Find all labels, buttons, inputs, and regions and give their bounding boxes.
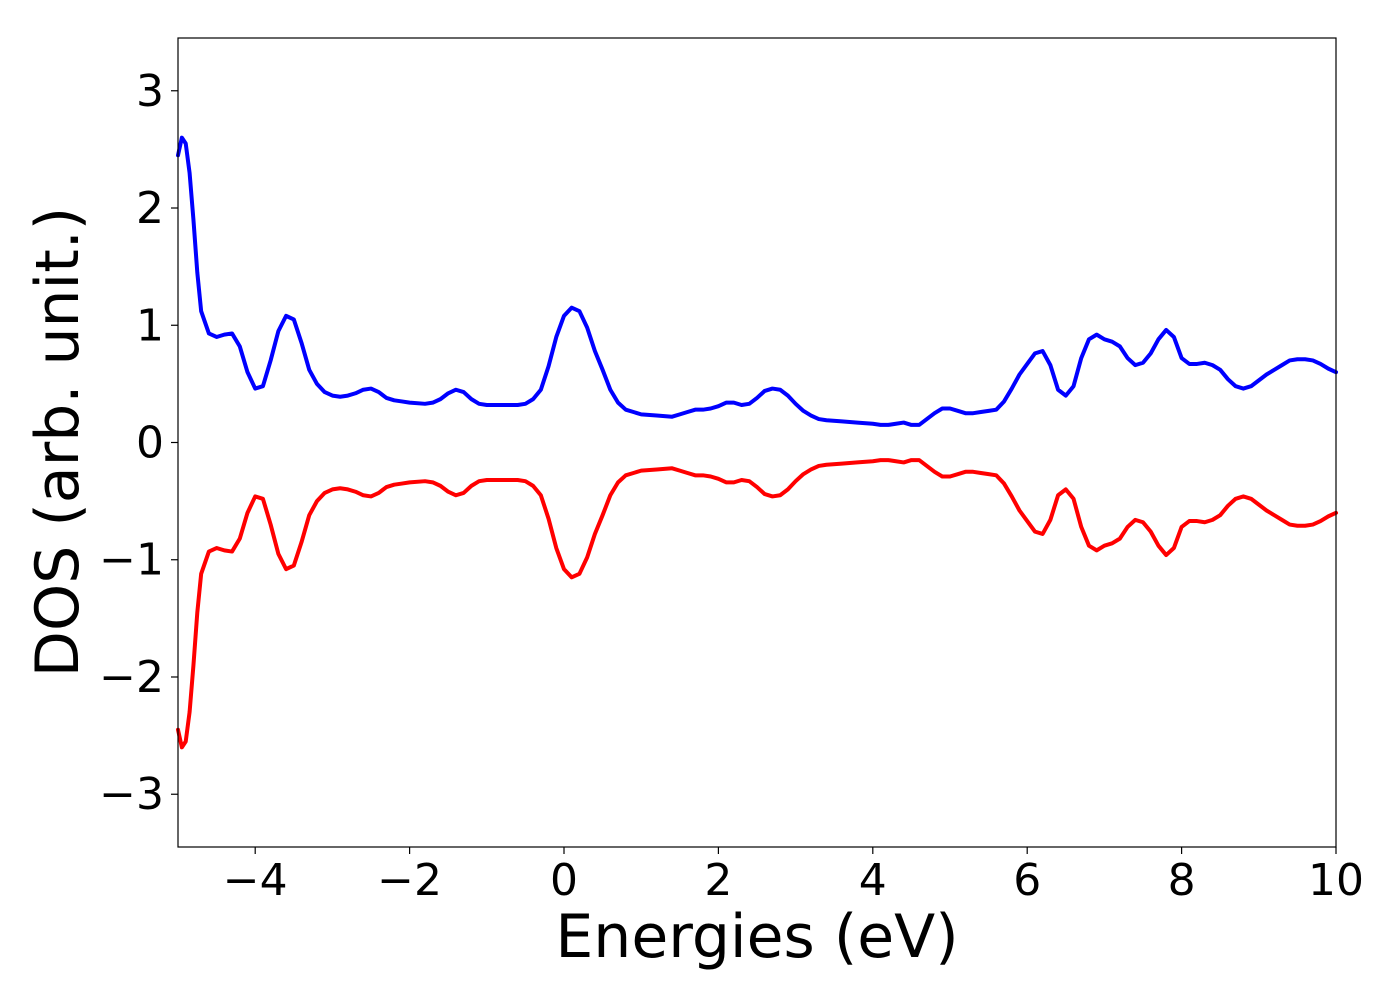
- x-tick-label-5: 6: [1013, 855, 1041, 906]
- y-tick-label-2: 1: [136, 300, 164, 351]
- x-tick-label-2: 0: [550, 855, 578, 906]
- plot-area-frame: [177, 37, 1337, 848]
- y-tick-label-3: 0: [136, 418, 164, 469]
- y-axis-ticks: 3 2 1 0 −1 −2 −3: [99, 66, 178, 820]
- y-tick-label-5: −2: [99, 652, 164, 703]
- x-tick-label-7: 10: [1308, 855, 1364, 906]
- y-axis-label: DOS (arb. unit.): [23, 207, 93, 677]
- series-line-0: [176, 135, 1338, 427]
- x-tick-label-0: −4: [223, 855, 288, 906]
- y-tick-label-4: −1: [99, 535, 164, 586]
- series-layer: [176, 135, 1338, 750]
- x-axis-label: Energies (eV): [555, 902, 958, 972]
- x-axis-ticks: −4 −2 0 2 4 6 8 10: [223, 847, 1364, 906]
- y-tick-label-6: −3: [99, 769, 164, 820]
- y-tick-label-0: 3: [136, 66, 164, 117]
- x-tick-label-3: 2: [704, 855, 732, 906]
- x-tick-label-6: 8: [1168, 855, 1196, 906]
- x-tick-label-4: 4: [859, 855, 887, 906]
- x-tick-label-1: −2: [377, 855, 442, 906]
- series-line-1: [176, 458, 1338, 750]
- y-tick-label-1: 2: [136, 183, 164, 234]
